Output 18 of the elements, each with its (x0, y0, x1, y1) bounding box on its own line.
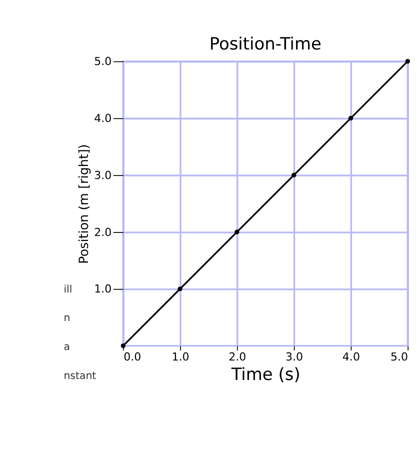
text: n (64, 313, 70, 324)
y-tick-label: 5.0 (94, 55, 112, 68)
x-tick-label: 1.0 (172, 350, 190, 364)
y-tick-label: 3.0 (94, 168, 112, 182)
y-tick-label: 4.0 (94, 112, 112, 126)
x-tick-label: 3.0 (286, 350, 304, 364)
x-tick-label: 0.0 (124, 350, 142, 364)
text: ill (64, 284, 72, 296)
y-axis-title: Position (m [right]) (77, 144, 92, 264)
x-tick-label: 2.0 (228, 350, 246, 364)
y-tick-label: 2.0 (94, 226, 112, 239)
text: nstant (64, 370, 96, 382)
text: a (64, 342, 70, 354)
y-tick-label: 1.0 (94, 282, 112, 296)
x-tick-label: 5.0 (390, 350, 408, 364)
x-axis-title: Time (s) (230, 365, 300, 386)
chart-title: Position-Time (209, 34, 322, 54)
x-tick-label: 4.0 (342, 350, 360, 364)
